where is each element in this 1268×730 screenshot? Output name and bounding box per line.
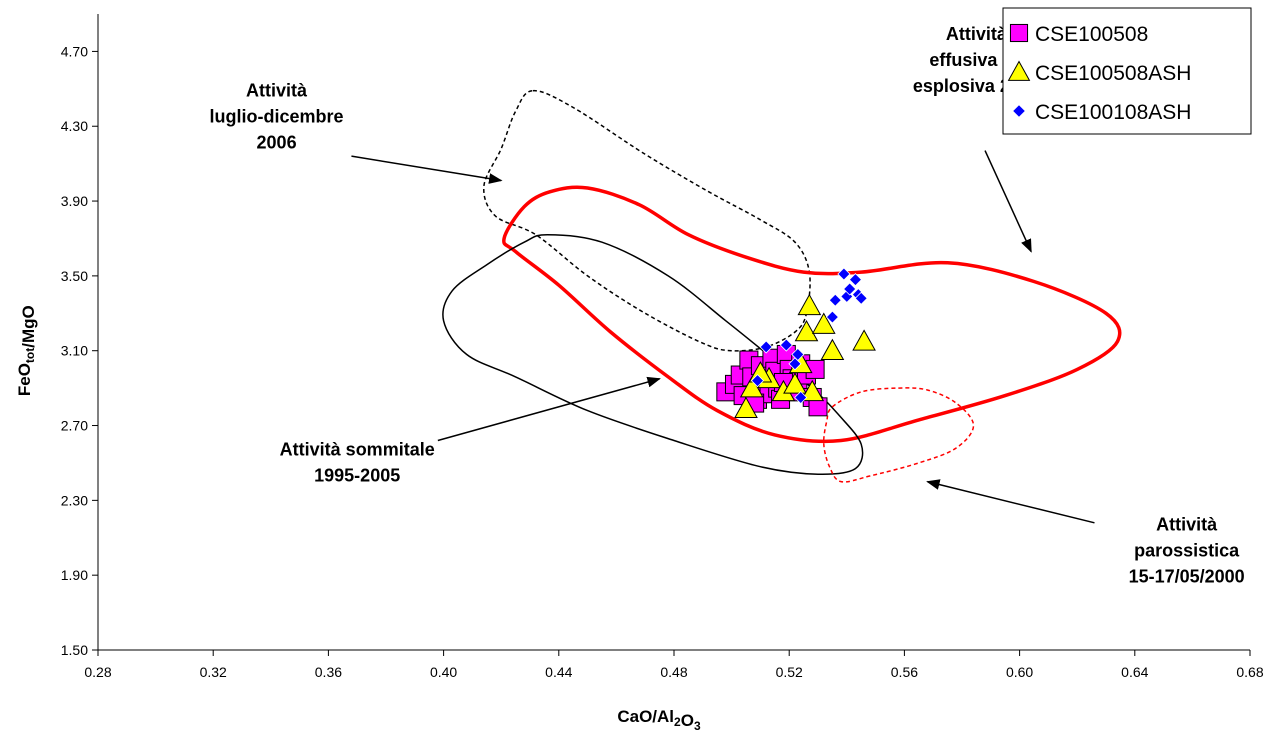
y-tick-label: 4.70 xyxy=(61,43,88,59)
x-tick-label: 0.52 xyxy=(776,664,803,680)
annotation-arrow xyxy=(926,479,1095,524)
annotation-arrow xyxy=(351,155,503,184)
series-diamond xyxy=(750,267,868,405)
point-diamond xyxy=(791,347,805,362)
annotation-label: Attività sommitale 1995-2005 xyxy=(280,439,435,485)
legend-swatch-triangle xyxy=(1007,60,1031,81)
point-diamond xyxy=(825,310,839,324)
point-diamond xyxy=(750,374,765,388)
point-triangle xyxy=(811,312,836,334)
annotation-label: Attività parossistica 15-17/05/2000 xyxy=(1129,514,1245,586)
legend-box xyxy=(1002,7,1252,135)
x-tick-label: 0.40 xyxy=(430,664,457,680)
x-tick-label: 0.60 xyxy=(1006,664,1033,680)
y-tick-label: 3.90 xyxy=(61,193,88,209)
field-outline-4 xyxy=(822,387,975,483)
y-tick-label: 1.50 xyxy=(61,642,88,658)
point-triangle xyxy=(783,372,807,394)
point-triangle xyxy=(800,379,825,402)
point-triangle xyxy=(739,376,764,398)
x-tick-label: 0.28 xyxy=(84,664,111,680)
x-tick-label: 0.44 xyxy=(545,664,572,680)
x-tick-label: 0.32 xyxy=(200,664,227,680)
point-diamond xyxy=(779,338,793,352)
point-diamond xyxy=(854,291,868,305)
point-triangle xyxy=(794,319,819,342)
x-tick-label: 0.36 xyxy=(315,664,342,680)
annotation-arrow xyxy=(437,376,661,442)
y-tick-label: 2.70 xyxy=(61,418,88,434)
legend-swatch-diamond xyxy=(1012,104,1026,118)
axes: 0.28 0.32 0.36 0.40 0.44 0.48 0.52 0.56 0.60 0.64… xyxy=(15,14,1264,730)
legend-label: CSE100508 xyxy=(1035,23,1148,46)
annotation-arrow xyxy=(984,150,1032,253)
annotation-label: Attività luglio-dicembre 2006 xyxy=(210,80,344,152)
y-tick-label: 4.30 xyxy=(61,118,88,134)
y-tick-label: 1.90 xyxy=(61,567,88,583)
legend-label: CSE100508ASH xyxy=(1035,62,1191,85)
legend: CSE100508 CSE100508ASH CSE100108ASH xyxy=(1002,7,1252,135)
x-tick-label: 0.56 xyxy=(891,664,918,680)
point-diamond xyxy=(828,293,842,307)
legend-swatch-square xyxy=(1009,23,1029,43)
x-tick-label: 0.48 xyxy=(660,664,687,680)
point-diamond xyxy=(759,340,773,354)
field-outline-2 xyxy=(502,185,1122,444)
legend-label: CSE100108ASH xyxy=(1035,101,1191,124)
field-outline-1 xyxy=(483,89,811,352)
point-triangle xyxy=(852,329,876,351)
point-diamond xyxy=(794,390,808,405)
y-tick-label: 3.10 xyxy=(61,343,88,359)
point-triangle xyxy=(820,338,845,361)
field-outlines xyxy=(442,89,1122,483)
point-diamond xyxy=(843,282,857,296)
point-triangle xyxy=(734,396,758,418)
x-tick-label: 0.68 xyxy=(1236,664,1263,680)
field-outline-3 xyxy=(442,233,864,475)
annotation-arrows xyxy=(351,150,1095,524)
x-tick-label: 0.64 xyxy=(1121,664,1148,680)
y-axis-title: FeOtot/MgO xyxy=(15,305,38,396)
point-triangle xyxy=(797,293,822,316)
y-tick-label: 2.30 xyxy=(61,492,88,508)
x-axis-title: CaO/Al2O3 xyxy=(617,707,701,730)
data-points xyxy=(716,267,876,418)
point-diamond xyxy=(837,267,851,281)
y-tick-label: 3.50 xyxy=(61,268,88,284)
point-diamond xyxy=(848,273,863,287)
